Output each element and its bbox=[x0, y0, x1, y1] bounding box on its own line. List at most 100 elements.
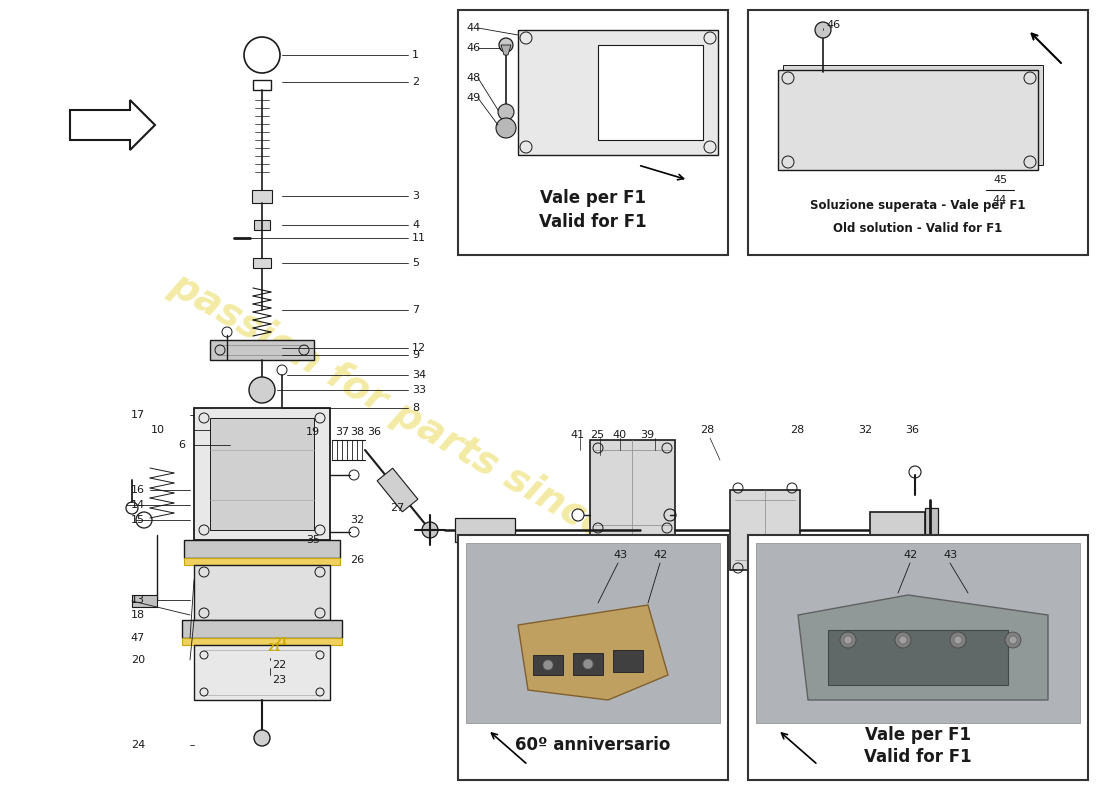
Circle shape bbox=[895, 632, 911, 648]
Text: 60º anniversario: 60º anniversario bbox=[515, 736, 671, 754]
Bar bbox=[828, 630, 1008, 685]
Bar bbox=[458, 10, 728, 255]
Polygon shape bbox=[925, 508, 938, 552]
Text: 40: 40 bbox=[612, 430, 626, 440]
Polygon shape bbox=[194, 408, 330, 540]
Circle shape bbox=[840, 632, 856, 648]
Text: Soluzione superata - Vale per F1: Soluzione superata - Vale per F1 bbox=[811, 198, 1025, 211]
Text: 1: 1 bbox=[412, 50, 419, 60]
Text: 37: 37 bbox=[800, 550, 814, 560]
Text: 23: 23 bbox=[272, 675, 286, 685]
Text: 4: 4 bbox=[412, 220, 419, 230]
Polygon shape bbox=[184, 558, 340, 565]
Circle shape bbox=[954, 636, 962, 644]
Bar bbox=[730, 490, 800, 570]
Circle shape bbox=[1005, 632, 1021, 648]
Text: 8: 8 bbox=[412, 403, 419, 413]
Polygon shape bbox=[254, 220, 270, 230]
Text: 32: 32 bbox=[350, 515, 364, 525]
Text: 46: 46 bbox=[466, 43, 480, 53]
Circle shape bbox=[249, 377, 275, 403]
Polygon shape bbox=[194, 565, 330, 620]
Polygon shape bbox=[518, 605, 668, 700]
Bar bbox=[756, 543, 1080, 723]
Text: 11: 11 bbox=[412, 233, 426, 243]
Polygon shape bbox=[182, 638, 342, 645]
Text: 32: 32 bbox=[858, 425, 872, 435]
Text: 21: 21 bbox=[274, 637, 287, 647]
Text: 28: 28 bbox=[790, 425, 804, 435]
Text: 42: 42 bbox=[653, 550, 668, 560]
Text: 21: 21 bbox=[267, 643, 280, 653]
Polygon shape bbox=[253, 258, 271, 268]
Text: 41: 41 bbox=[570, 430, 584, 440]
Polygon shape bbox=[194, 645, 330, 700]
Polygon shape bbox=[70, 100, 155, 150]
Text: 25: 25 bbox=[755, 550, 769, 560]
Text: Valid for F1: Valid for F1 bbox=[865, 748, 971, 766]
Bar bbox=[458, 535, 728, 780]
Text: 48: 48 bbox=[466, 73, 481, 83]
Text: 6: 6 bbox=[178, 440, 185, 450]
Circle shape bbox=[498, 104, 514, 120]
Text: 18: 18 bbox=[131, 610, 145, 620]
Text: 36: 36 bbox=[367, 427, 381, 437]
Bar bbox=[613, 650, 644, 672]
Polygon shape bbox=[783, 65, 1043, 165]
Text: 2: 2 bbox=[412, 77, 419, 87]
Text: 43: 43 bbox=[613, 550, 627, 560]
Circle shape bbox=[1009, 636, 1018, 644]
Text: 41: 41 bbox=[778, 550, 792, 560]
Text: 27: 27 bbox=[390, 503, 405, 513]
Text: 9: 9 bbox=[412, 350, 419, 360]
Polygon shape bbox=[210, 418, 313, 530]
Text: 5: 5 bbox=[412, 258, 419, 268]
Circle shape bbox=[950, 632, 966, 648]
Text: 36: 36 bbox=[905, 425, 918, 435]
Bar bbox=[534, 655, 563, 675]
Text: 45: 45 bbox=[993, 175, 1008, 185]
Polygon shape bbox=[798, 595, 1048, 700]
Text: Valid for F1: Valid for F1 bbox=[539, 213, 647, 231]
Text: 12: 12 bbox=[412, 343, 426, 353]
Text: passion for parts since 196: passion for parts since 196 bbox=[163, 265, 697, 595]
Bar bbox=[590, 440, 675, 535]
Polygon shape bbox=[500, 45, 512, 55]
Text: 15: 15 bbox=[131, 515, 145, 525]
Text: 49: 49 bbox=[466, 93, 481, 103]
Circle shape bbox=[899, 636, 907, 644]
Polygon shape bbox=[252, 190, 272, 203]
Text: 3: 3 bbox=[412, 191, 419, 201]
Circle shape bbox=[499, 38, 513, 52]
Text: 43: 43 bbox=[943, 550, 957, 560]
Text: 38: 38 bbox=[350, 427, 364, 437]
Text: 31: 31 bbox=[618, 555, 632, 565]
Text: 16: 16 bbox=[131, 485, 145, 495]
Text: 24: 24 bbox=[131, 740, 145, 750]
Text: 20: 20 bbox=[131, 655, 145, 665]
Text: 13: 13 bbox=[131, 595, 145, 605]
Bar bbox=[573, 653, 603, 675]
Bar bbox=[466, 543, 720, 723]
Polygon shape bbox=[455, 518, 515, 542]
Polygon shape bbox=[870, 512, 925, 548]
Circle shape bbox=[844, 636, 852, 644]
Polygon shape bbox=[518, 30, 718, 155]
Text: 47: 47 bbox=[131, 633, 145, 643]
Text: Old solution - Valid for F1: Old solution - Valid for F1 bbox=[834, 222, 1002, 234]
Text: 17: 17 bbox=[131, 410, 145, 420]
Text: 37: 37 bbox=[336, 427, 349, 437]
Text: 46: 46 bbox=[826, 20, 840, 30]
Text: 10: 10 bbox=[151, 425, 165, 435]
Text: 14: 14 bbox=[131, 500, 145, 510]
Polygon shape bbox=[184, 540, 340, 558]
Circle shape bbox=[254, 730, 270, 746]
Text: 28: 28 bbox=[700, 425, 714, 435]
Text: 30: 30 bbox=[598, 555, 612, 565]
Polygon shape bbox=[182, 620, 342, 638]
Text: Vale per F1: Vale per F1 bbox=[865, 726, 971, 744]
Text: 25: 25 bbox=[590, 430, 604, 440]
Polygon shape bbox=[598, 45, 703, 140]
Circle shape bbox=[543, 660, 553, 670]
Text: 7: 7 bbox=[412, 305, 419, 315]
